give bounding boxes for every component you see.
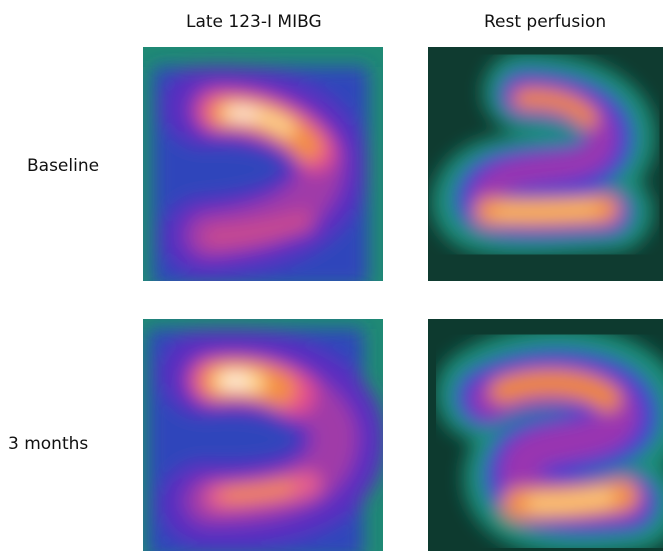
row-label: 3 months [8,434,88,454]
row-label: Baseline [27,156,99,176]
image-panels [0,0,663,551]
rest-baseline-image [428,47,663,281]
mibg-baseline-image [143,47,383,287]
rest-3months-image [428,319,663,551]
column-header: Rest perfusion [484,12,606,32]
figure: Late 123-I MIBG Rest perfusion Baseline … [0,0,663,551]
column-header: Late 123-I MIBG [186,12,322,32]
mibg-3months-image [143,319,383,551]
